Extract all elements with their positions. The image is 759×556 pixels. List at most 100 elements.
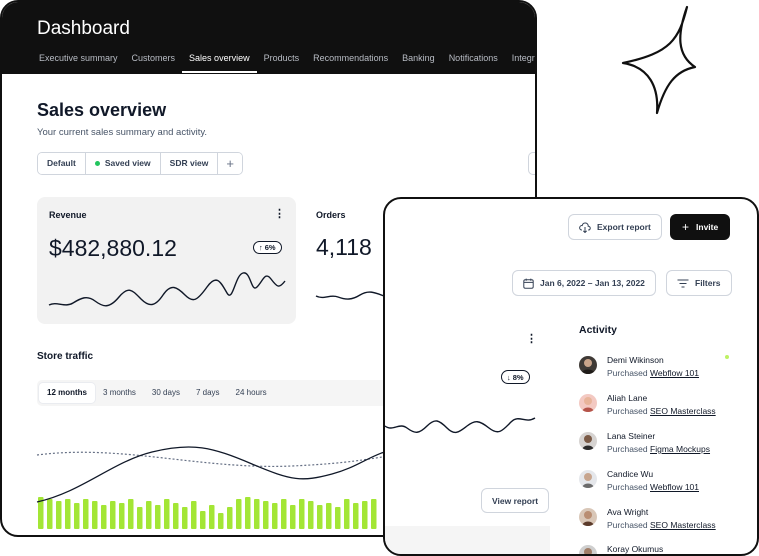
view-report-button[interactable]: View report [481, 488, 550, 513]
traffic-bars [38, 497, 377, 529]
tab-executive-summary[interactable]: Executive summary [39, 53, 118, 63]
tab-integrations[interactable]: Integrations [511, 53, 535, 63]
orders-change-value: 8% [512, 372, 524, 382]
activity-item[interactable]: Koray Okumus [579, 544, 749, 554]
activity-item[interactable]: Ava Wright Purchased SEO Masterclass [579, 507, 749, 543]
traffic-bar [254, 499, 260, 529]
orders-label: Orders [316, 210, 346, 220]
traffic-bar [155, 505, 161, 529]
traffic-bar [344, 499, 350, 529]
revenue-value: $482,880.12 [49, 235, 177, 261]
range-3-months[interactable]: 3 months [103, 388, 136, 397]
page-subtitle: Your current sales summary and activity. [37, 127, 208, 138]
traffic-bar [56, 501, 62, 529]
dashboard-header: Dashboard Executive summary Customers Sa… [2, 2, 535, 74]
invite-label: Invite [696, 222, 719, 232]
traffic-bar [227, 507, 233, 529]
view-default-button[interactable]: Default [38, 153, 86, 174]
traffic-bar [173, 503, 179, 529]
traffic-bar [74, 503, 80, 529]
range-12-months[interactable]: 12 months [39, 383, 96, 403]
view-saved-button[interactable]: Saved view [85, 153, 161, 174]
more-vertical-icon[interactable]: ⋮ [526, 333, 537, 345]
traffic-solid-line [36, 446, 403, 503]
traffic-bar [38, 497, 44, 529]
activity-item[interactable]: Lana Steiner Purchased Figma Mockups [579, 431, 749, 467]
traffic-bar [272, 503, 278, 529]
activity-line: Purchased SEO Masterclass [607, 406, 716, 416]
activity-window: Export report + Invite Jan 6, 2022 – Jan… [383, 197, 759, 556]
activity-item-link[interactable]: SEO Masterclass [650, 406, 716, 416]
traffic-bar [191, 501, 197, 529]
activity-action: Purchased [607, 368, 648, 378]
activity-action: Purchased [607, 444, 648, 454]
traffic-bar [245, 497, 251, 529]
tab-banking[interactable]: Banking [402, 53, 435, 63]
activity-action: Purchased [607, 482, 648, 492]
range-selector: 12 months 3 months 30 days 7 days 24 hou… [37, 380, 397, 406]
traffic-bar [101, 505, 107, 529]
date-range-label: Jan 6, 2022 – Jan 13, 2022 [540, 278, 645, 288]
view-sdr-button[interactable]: SDR view [160, 153, 219, 174]
activity-item-link[interactable]: Figma Mockups [650, 444, 711, 454]
traffic-bar [335, 507, 341, 529]
traffic-bar [290, 505, 296, 529]
store-traffic-title: Store traffic [37, 351, 94, 362]
tab-customers[interactable]: Customers [131, 53, 176, 63]
avatar [579, 356, 597, 374]
four-point-star-icon [621, 5, 697, 115]
page-title: Sales overview [37, 100, 167, 120]
range-24-hours[interactable]: 24 hours [235, 388, 267, 397]
activity-line: Purchased Figma Mockups [607, 444, 710, 454]
filters-button[interactable]: Filters [666, 270, 732, 296]
saved-status-dot [94, 161, 100, 166]
export-report-button[interactable]: Export report [568, 214, 662, 240]
dashboard-title: Dashboard [37, 18, 130, 39]
activity-item[interactable]: Aliah Lane Purchased SEO Masterclass [579, 393, 749, 429]
range-7-days[interactable]: 7 days [195, 388, 220, 397]
activity-item-link[interactable]: SEO Masterclass [650, 520, 716, 530]
avatar [579, 508, 597, 526]
revenue-change-value: 6% [264, 243, 276, 252]
activity-item-link[interactable]: Webflow 101 [650, 482, 699, 492]
activity-line: Purchased Webflow 101 [607, 368, 699, 378]
traffic-bar [128, 499, 134, 529]
tab-recommendations[interactable]: Recommendations [313, 53, 389, 63]
activity-item[interactable]: Candice Wu Purchased Webflow 101 [579, 469, 749, 505]
traffic-bar [200, 511, 206, 529]
card-footer-strip [385, 526, 550, 554]
activity-name: Demi Wikinson [607, 355, 664, 365]
tab-sales-overview[interactable]: Sales overview [182, 45, 257, 73]
calendar-icon [523, 278, 534, 289]
arrow-down-icon: ↓ [507, 372, 511, 382]
activity-item[interactable]: Demi Wikinson Purchased Webflow 101 [579, 355, 749, 391]
view-default-label: Default [47, 158, 76, 168]
revenue-change-badge: ↑ 6% [253, 241, 282, 254]
orders-sparkline-left [315, 291, 385, 300]
invite-button[interactable]: + Invite [670, 214, 731, 240]
traffic-bar [353, 503, 359, 529]
truncated-button[interactable] [528, 152, 535, 175]
traffic-bar [308, 501, 314, 529]
range-30-days[interactable]: 30 days [151, 388, 180, 397]
traffic-bar [218, 513, 224, 529]
tab-products[interactable]: Products [263, 53, 300, 63]
date-range-picker[interactable]: Jan 6, 2022 – Jan 13, 2022 [512, 270, 656, 296]
view-saved-label: Saved view [104, 158, 151, 168]
activity-item-link[interactable]: Webflow 101 [650, 368, 699, 378]
more-vertical-icon[interactable]: ⋮ [274, 208, 285, 220]
traffic-bar [65, 499, 71, 529]
traffic-bar [146, 501, 152, 529]
activity-line: Purchased SEO Masterclass [607, 520, 716, 530]
traffic-bar [164, 499, 170, 529]
arrow-up-icon: ↑ [259, 243, 263, 252]
activity-line: Purchased Webflow 101 [607, 482, 699, 492]
add-view-button[interactable]: + [218, 153, 242, 174]
traffic-bar [110, 501, 116, 529]
activity-name: Candice Wu [607, 469, 654, 479]
export-report-label: Export report [597, 222, 651, 232]
traffic-bar [209, 505, 215, 529]
revenue-label: Revenue [49, 210, 87, 220]
tab-notifications[interactable]: Notifications [448, 53, 498, 63]
traffic-bar [362, 501, 368, 529]
